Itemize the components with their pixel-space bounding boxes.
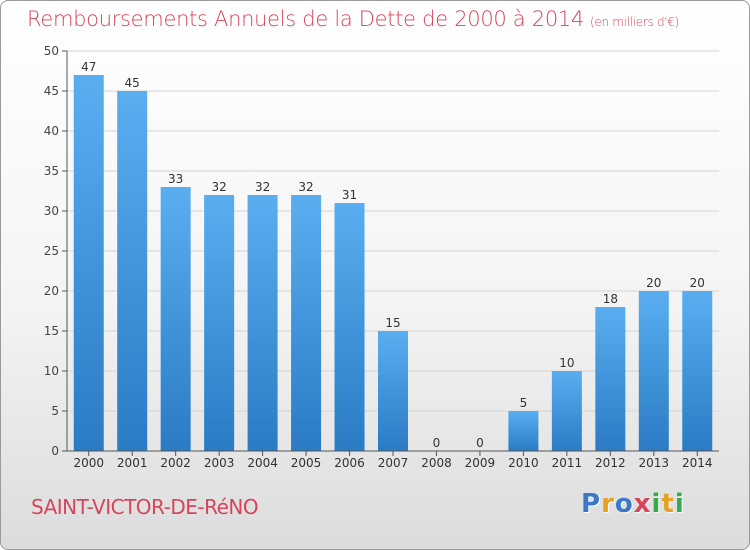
- bar: [595, 307, 626, 451]
- x-tick-label: 2004: [247, 456, 278, 470]
- bar: [73, 75, 104, 451]
- bar-value-label: 45: [125, 76, 140, 90]
- bar-value-label: 33: [168, 172, 183, 186]
- x-tick-label: 2001: [117, 456, 148, 470]
- x-tick-label: 2014: [682, 456, 713, 470]
- bar-value-label: 20: [646, 276, 661, 290]
- chart-title: Remboursements Annuels de la Dette de 20…: [27, 7, 679, 31]
- x-tick-label: 2009: [465, 456, 496, 470]
- bar: [204, 195, 235, 451]
- y-tick-label: 30: [44, 204, 59, 218]
- y-tick-label: 25: [44, 244, 59, 258]
- logo-letter: r: [601, 489, 615, 519]
- bar: [638, 291, 669, 451]
- bar-value-label: 10: [559, 356, 574, 370]
- x-tick-label: 2005: [291, 456, 322, 470]
- logo-letter: i: [674, 489, 685, 519]
- x-tick-label: 2006: [334, 456, 365, 470]
- y-tick-label: 20: [44, 284, 59, 298]
- y-tick-label: 45: [44, 84, 59, 98]
- bar-value-label: 32: [211, 180, 226, 194]
- bar-value-label: 5: [520, 396, 528, 410]
- x-tick-label: 2003: [204, 456, 235, 470]
- y-tick-label: 40: [44, 124, 59, 138]
- bar-value-label: 0: [476, 436, 484, 450]
- x-tick-label: 2000: [73, 456, 104, 470]
- chart-subtitle: (en milliers d'€): [590, 15, 680, 29]
- proxiti-logo[interactable]: Proxiti: [581, 489, 685, 519]
- bar: [334, 203, 365, 451]
- chart-title-text: Remboursements Annuels de la Dette de 20…: [27, 7, 584, 31]
- bar: [247, 195, 278, 451]
- y-tick-label: 35: [44, 164, 59, 178]
- y-tick-label: 5: [51, 404, 59, 418]
- bar-value-label: 18: [603, 292, 618, 306]
- bar-value-label: 47: [81, 60, 96, 74]
- x-tick-label: 2013: [639, 456, 670, 470]
- bar: [682, 291, 713, 451]
- bar: [378, 331, 408, 451]
- bar: [291, 195, 322, 451]
- bar-value-label: 32: [255, 180, 270, 194]
- bar-value-label: 20: [690, 276, 705, 290]
- bar: [117, 91, 148, 451]
- bar-value-label: 0: [433, 436, 441, 450]
- bar-chart: 47 45 33 32 32 32 31 15 0 0 5 10 18 20 20 0 5 10 15 20 25 30…: [44, 44, 719, 470]
- y-tick-label: 10: [44, 364, 59, 378]
- x-tick-label: 2002: [160, 456, 191, 470]
- bar-value-label: 32: [298, 180, 313, 194]
- logo-letter: x: [633, 489, 652, 519]
- x-tick-label: 2007: [378, 456, 409, 470]
- bar: [160, 187, 191, 451]
- x-tick-label: 2011: [552, 456, 583, 470]
- y-tick-label: 50: [44, 44, 59, 58]
- bar: [508, 411, 539, 451]
- x-tick-label: 2010: [508, 456, 539, 470]
- logo-letter: P: [581, 489, 602, 519]
- bar: [551, 371, 582, 451]
- bar-value-label: 31: [342, 188, 357, 202]
- y-tick-label: 0: [51, 444, 59, 458]
- y-tick-label: 15: [44, 324, 59, 338]
- logo-letter: t: [661, 489, 675, 519]
- x-tick-label: 2012: [595, 456, 626, 470]
- logo-letter: o: [614, 489, 634, 519]
- logo-letter: i: [651, 489, 662, 519]
- x-tick-label: 2008: [421, 456, 452, 470]
- town-name: SAINT-VICTOR-DE-RéNO: [31, 495, 259, 519]
- bar-value-label: 15: [385, 316, 400, 330]
